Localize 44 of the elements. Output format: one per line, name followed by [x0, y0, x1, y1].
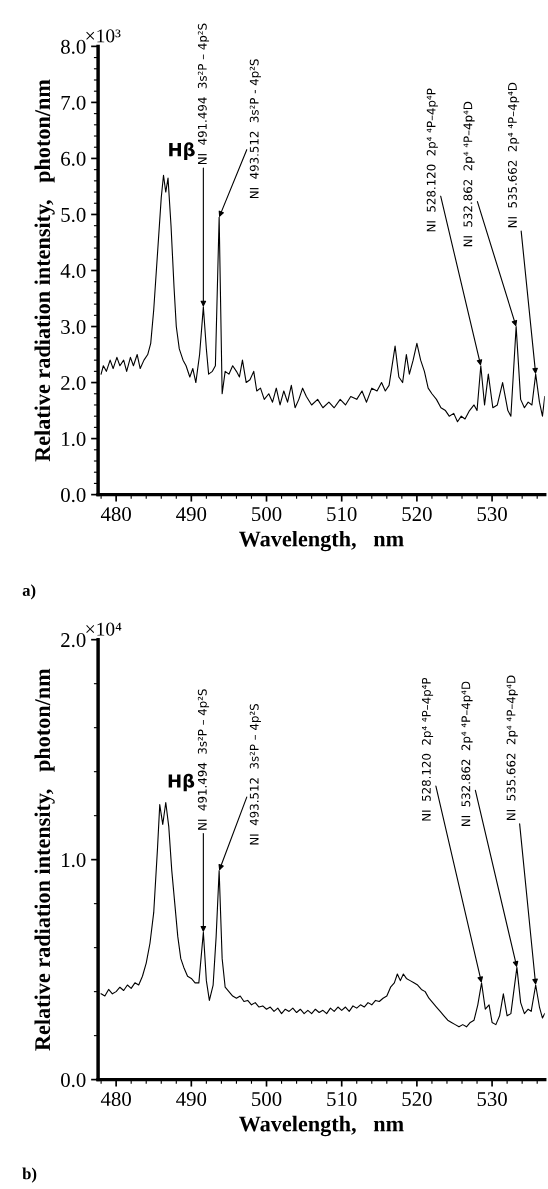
x-tick-label: 500	[252, 507, 282, 522]
annotation: NI 535.662 2p⁴ ⁴P–4p⁴D	[507, 82, 520, 228]
y-axis-title: Relative radiation intensity, photon/nm	[34, 668, 55, 1051]
annotation: Hβ	[169, 142, 195, 160]
x-tick-label: 490	[176, 1092, 207, 1107]
y-tick-label: 5.0	[61, 207, 86, 222]
annotation: NI 528.120 2p⁴ ⁴P–4p⁴P	[421, 677, 434, 821]
y-tick-label: 3.0	[61, 319, 86, 335]
x-tick-label: 490	[176, 507, 207, 522]
annotation: NI 493.512 3s²P – 4p²S	[249, 704, 261, 845]
annotation: NI 491.494 3s²P – 4p²S	[197, 23, 210, 165]
x-tick-label: 510	[327, 1092, 357, 1107]
x-axis-title: Wavelength, nm	[239, 530, 404, 552]
annotation: NI 535.662 2p⁴ ⁴P–4p⁴D	[506, 675, 518, 820]
annotation: NI 491.494 3s²P – 4p²S	[197, 689, 210, 830]
y-tick-label: 0.0	[61, 488, 86, 503]
y-tick-label: 1.0	[62, 431, 86, 447]
x-tick-label: 480	[100, 1092, 131, 1107]
text: ×10³	[86, 29, 121, 43]
text: a)	[22, 584, 36, 600]
annotation: NI 528.120 2p⁴ ⁴P–4p⁴P	[426, 88, 438, 232]
text: ×10⁴	[86, 622, 122, 636]
y-tick-label: 6.0	[61, 151, 86, 166]
annotation: NI 493.512 3s²P - 4p²S	[249, 59, 261, 199]
x-tick-label: 530	[477, 1092, 507, 1107]
x-tick-label: 500	[252, 1092, 282, 1107]
y-tick-label: 4.0	[60, 263, 86, 279]
y-tick-label: 8.0	[61, 39, 86, 54]
x-tick-label: 530	[477, 507, 507, 522]
x-axis-title: Wavelength, nm	[239, 1115, 404, 1137]
x-tick-label: 510	[327, 507, 357, 522]
y-axis-title: Relative radiation intensity, photon/nm	[34, 79, 55, 462]
y-tick-label: 2.0	[61, 375, 86, 391]
x-tick-label: 480	[100, 507, 131, 522]
text: b)	[22, 1167, 37, 1183]
x-tick-label: 520	[402, 507, 432, 522]
annotation: Hβ	[168, 773, 195, 792]
annotation: NI 532.862 2p⁴ ⁴P–4p⁴D	[461, 681, 473, 826]
y-tick-label: 0.0	[61, 1072, 86, 1088]
annotation: NI 532.862 2p⁴ ⁴P–4p⁴D	[463, 101, 475, 247]
y-tick-label: 7.0	[61, 95, 86, 110]
y-tick-label: 1.0	[62, 853, 86, 868]
y-tick-label: 2.0	[61, 633, 86, 648]
x-tick-label: 520	[402, 1092, 432, 1107]
